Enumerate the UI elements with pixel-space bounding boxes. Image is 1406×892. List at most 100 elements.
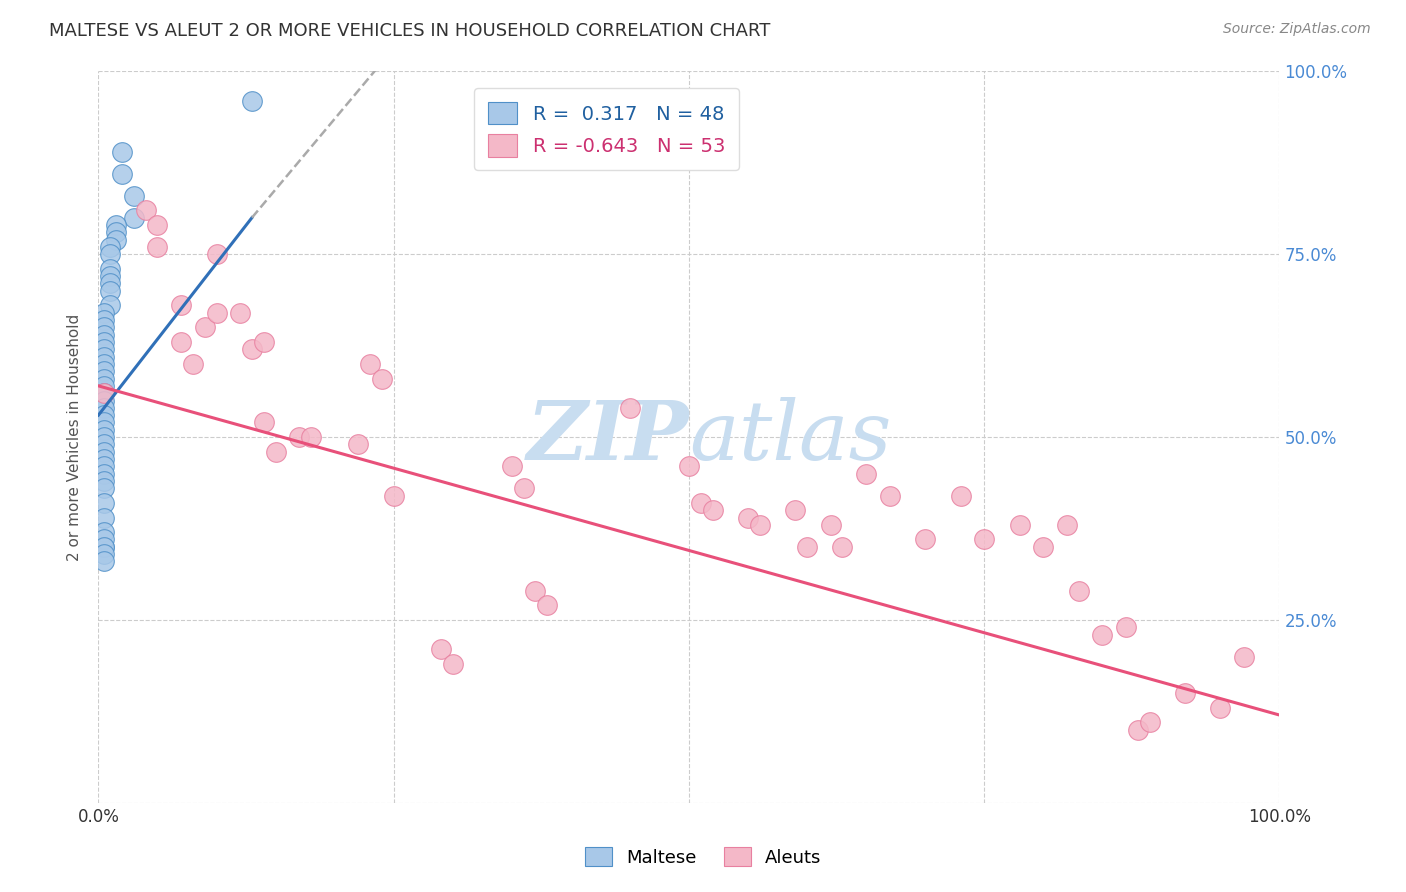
Point (194, 320, 217, 334)
Point (93, 554, 115, 568)
Point (93, 401, 115, 415)
Point (135, 203, 157, 218)
Point (105, 225, 128, 239)
Point (98, 240, 121, 254)
Point (93, 364, 115, 378)
Point (93, 430, 115, 444)
Point (93, 343, 115, 357)
Point (1126, 723, 1149, 737)
Point (536, 599, 558, 613)
Point (831, 540, 853, 554)
Point (93, 540, 115, 554)
Point (93, 467, 115, 481)
Point (1174, 686, 1197, 700)
Point (98, 277, 121, 291)
Text: MALTESE VS ALEUT 2 OR MORE VEHICLES IN HOUSEHOLD CORRELATION CHART: MALTESE VS ALEUT 2 OR MORE VEHICLES IN H… (49, 22, 770, 40)
Point (93, 540, 115, 554)
Point (1115, 620, 1137, 634)
Point (93, 320, 115, 334)
Point (382, 489, 405, 503)
Point (105, 233, 128, 247)
Point (93, 496, 115, 510)
Point (796, 540, 818, 554)
Point (240, 343, 263, 357)
Point (879, 489, 901, 503)
Point (93, 357, 115, 371)
Point (512, 481, 534, 495)
Point (98, 284, 121, 298)
Text: atlas: atlas (689, 397, 891, 477)
Point (93, 371, 115, 385)
Text: ZIP: ZIP (526, 397, 689, 477)
Point (93, 481, 115, 495)
Point (205, 247, 228, 261)
Point (93, 444, 115, 458)
Point (205, 306, 228, 320)
Point (855, 467, 877, 481)
Point (737, 510, 759, 524)
Point (1056, 517, 1078, 532)
Point (122, 211, 145, 225)
Point (93, 408, 115, 422)
Y-axis label: 2 or more Vehicles in Household: 2 or more Vehicles in Household (67, 313, 83, 561)
Point (1209, 700, 1232, 714)
Point (619, 401, 641, 415)
Point (146, 218, 169, 232)
Point (93, 379, 115, 393)
Point (264, 444, 287, 458)
Point (98, 261, 121, 276)
Point (299, 430, 322, 444)
Point (347, 437, 370, 451)
Point (1139, 715, 1161, 730)
Point (93, 525, 115, 540)
Point (93, 327, 115, 342)
Point (288, 430, 311, 444)
Point (785, 503, 807, 517)
Point (122, 188, 145, 202)
Point (678, 459, 700, 474)
Legend: R =  0.317   N = 48, R = -0.643   N = 53: R = 0.317 N = 48, R = -0.643 N = 53 (474, 88, 738, 170)
Point (1233, 649, 1256, 664)
Point (1032, 540, 1054, 554)
Point (111, 167, 134, 181)
Point (359, 357, 381, 371)
Point (170, 298, 193, 312)
Point (98, 298, 121, 312)
Point (93, 306, 115, 320)
Point (229, 306, 252, 320)
Point (371, 371, 394, 385)
Point (253, 416, 276, 430)
Point (689, 496, 711, 510)
Point (1091, 627, 1114, 641)
Point (181, 357, 204, 371)
Point (93, 474, 115, 488)
Point (914, 533, 936, 547)
Point (93, 386, 115, 401)
Point (93, 547, 115, 561)
Point (93, 437, 115, 451)
Point (524, 583, 547, 598)
Point (973, 533, 995, 547)
Point (820, 517, 842, 532)
Point (93, 452, 115, 467)
Point (146, 240, 169, 254)
Point (93, 416, 115, 430)
Point (501, 459, 523, 474)
Point (170, 334, 193, 349)
Point (93, 313, 115, 327)
Text: Source: ZipAtlas.com: Source: ZipAtlas.com (1223, 22, 1371, 37)
Point (93, 459, 115, 474)
Point (98, 269, 121, 284)
Point (93, 533, 115, 547)
Legend: Maltese, Aleuts: Maltese, Aleuts (578, 840, 828, 874)
Point (441, 657, 464, 671)
Point (93, 423, 115, 437)
Point (111, 145, 134, 159)
Point (949, 489, 972, 503)
Point (93, 393, 115, 408)
Point (748, 517, 770, 532)
Point (240, 94, 263, 108)
Point (93, 334, 115, 349)
Point (1067, 583, 1090, 598)
Point (702, 503, 724, 517)
